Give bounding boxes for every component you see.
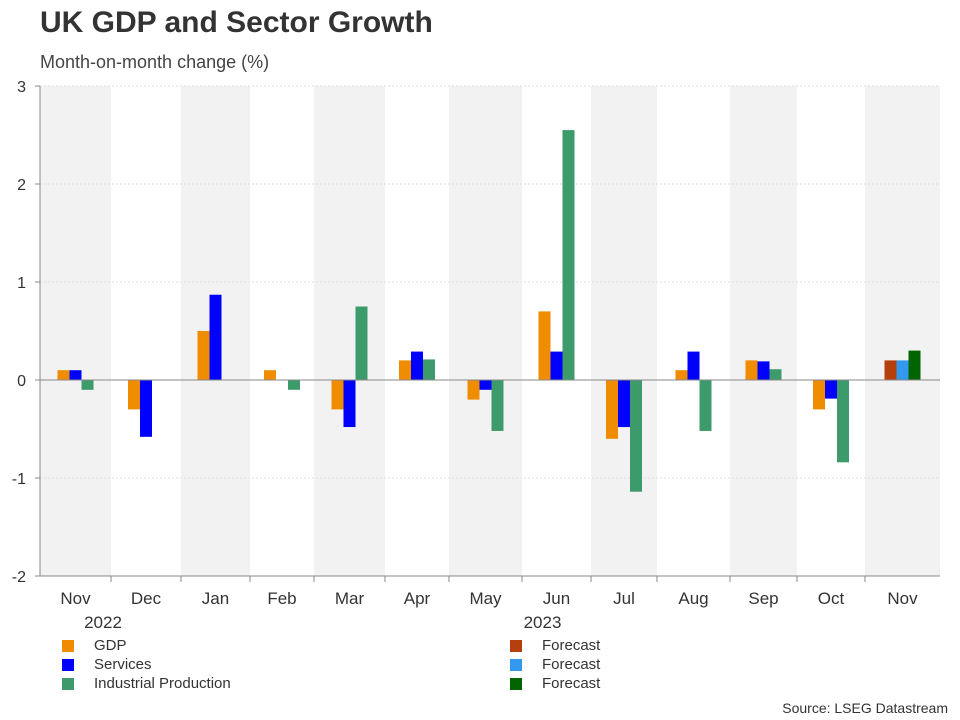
bar-forecast-nov — [908, 350, 921, 380]
legend-swatch-services-forecast — [510, 658, 522, 671]
legend-label-gdp: GDP — [94, 637, 127, 654]
bar-services-jan — [209, 294, 222, 380]
bar-industrial-production-sep — [769, 369, 782, 380]
chart-title: UK GDP and Sector Growth — [40, 6, 433, 39]
x-tick-label-sep: Sep — [748, 589, 778, 608]
legend-item-gdp: GDP — [62, 636, 231, 655]
legend-swatch-gdp-forecast — [510, 639, 522, 652]
legend-swatch-industrial-forecast — [510, 677, 522, 690]
bar-gdp-mar — [331, 380, 344, 410]
x-tick-label-nov: Nov — [60, 589, 91, 608]
y-tick-label: 3 — [17, 79, 26, 96]
x-tick-label-aug: Aug — [678, 589, 708, 608]
bar-services-sep — [757, 361, 770, 380]
y-tick-label: -1 — [12, 471, 26, 488]
x-tick-label-jan: Jan — [202, 589, 229, 608]
band-4 — [314, 86, 385, 576]
legend-item-gdp-forecast: Forecast — [510, 636, 600, 655]
bar-gdp-sep — [745, 360, 758, 380]
bar-industrial-production-oct — [837, 380, 849, 463]
year-label-2023: 2023 — [524, 613, 562, 632]
bar-services-mar — [343, 380, 356, 428]
legend-label-gdp-forecast: Forecast — [542, 637, 601, 654]
x-tick-label-jun: Jun — [543, 589, 570, 608]
x-tick-label-nov: Nov — [887, 589, 918, 608]
legend-swatch-industrial-production — [62, 677, 74, 690]
legend-label-industrial-forecast: Forecast — [542, 675, 601, 692]
band-10 — [730, 86, 797, 576]
bar-gdp-nov — [57, 370, 70, 380]
bar-gdp-jun — [538, 311, 551, 380]
x-tick-label-dec: Dec — [131, 589, 162, 608]
bar-gdp-oct — [813, 380, 825, 410]
y-tick-label: 1 — [17, 275, 26, 292]
bar-forecast-nov — [896, 360, 909, 380]
bar-gdp-jul — [606, 380, 618, 439]
bar-gdp-apr — [399, 360, 411, 380]
x-tick-label-may: May — [469, 589, 502, 608]
bar-services-apr — [411, 351, 423, 380]
bar-services-may — [479, 380, 492, 390]
bar-services-aug — [687, 351, 700, 380]
year-label-2022: 2022 — [84, 613, 122, 632]
legend-item-services: Services — [62, 655, 231, 674]
bar-services-dec — [140, 380, 152, 437]
bar-industrial-production-mar — [355, 306, 368, 380]
bar-industrial-production-aug — [699, 380, 712, 431]
source-note: Source: LSEG Datastream — [782, 700, 948, 716]
legend-left: GDP Services Industrial Production — [62, 636, 231, 693]
bar-gdp-may — [467, 380, 480, 400]
bar-industrial-production-jun — [562, 130, 575, 380]
x-tick-label-feb: Feb — [267, 589, 296, 608]
band-6 — [449, 86, 522, 576]
bar-industrial-production-nov — [81, 380, 94, 390]
legend-item-services-forecast: Forecast — [510, 655, 600, 674]
band-12 — [865, 86, 940, 576]
x-tick-label-oct: Oct — [818, 589, 845, 608]
bar-services-jun — [550, 351, 563, 380]
x-tick-label-jul: Jul — [613, 589, 635, 608]
legend-swatch-services — [62, 658, 74, 671]
band-8 — [591, 86, 657, 576]
bar-forecast-nov — [884, 360, 897, 380]
legend-item-industrial-production: Industrial Production — [62, 674, 231, 693]
bar-gdp-feb — [264, 370, 276, 380]
bar-industrial-production-feb — [288, 380, 300, 390]
y-tick-label: 0 — [17, 373, 26, 390]
bar-services-oct — [825, 380, 837, 399]
x-tick-label-apr: Apr — [404, 589, 431, 608]
legend-swatch-gdp — [62, 639, 74, 652]
legend-label-services: Services — [94, 656, 152, 673]
legend-right: Forecast Forecast Forecast — [510, 636, 600, 693]
y-tick-label: 2 — [17, 177, 26, 194]
legend-label-industrial-production: Industrial Production — [94, 675, 231, 692]
bar-services-nov — [69, 370, 82, 380]
band-0 — [40, 86, 111, 576]
x-tick-label-mar: Mar — [335, 589, 365, 608]
chart-subtitle: Month-on-month change (%) — [40, 52, 270, 72]
legend-item-industrial-forecast: Forecast — [510, 674, 600, 693]
bar-gdp-jan — [197, 331, 210, 380]
bar-industrial-production-may — [491, 380, 504, 431]
bar-services-jul — [618, 380, 630, 428]
legend-label-services-forecast: Forecast — [542, 656, 601, 673]
bar-gdp-dec — [128, 380, 140, 410]
bar-gdp-aug — [675, 370, 688, 380]
bar-industrial-production-apr — [423, 359, 435, 380]
bar-industrial-production-jul — [630, 380, 642, 492]
y-tick-label: -2 — [12, 569, 26, 586]
